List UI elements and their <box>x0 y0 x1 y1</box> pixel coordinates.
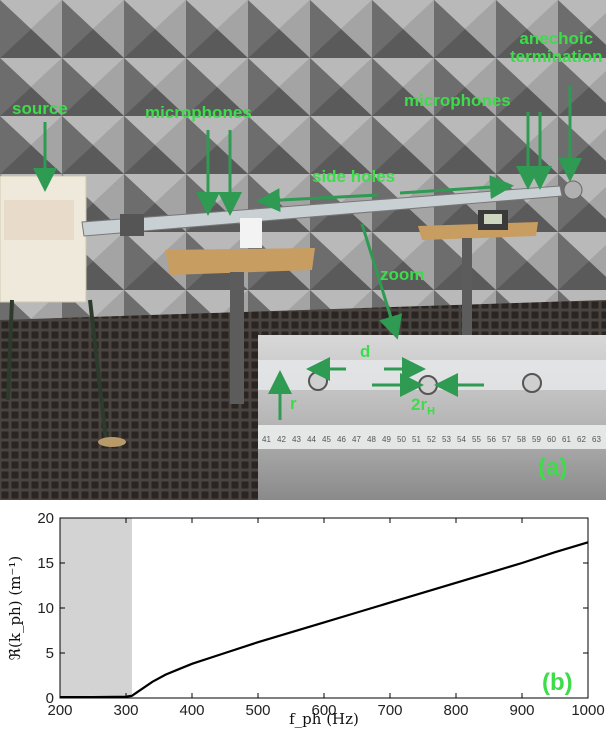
ruler-number: 43 <box>292 435 301 444</box>
label-side-holes: side holes <box>312 167 396 186</box>
ruler-number: 61 <box>562 435 571 444</box>
ruler-number: 57 <box>502 435 511 444</box>
label-zoom: zoom <box>380 265 425 284</box>
ruler-number: 55 <box>472 435 481 444</box>
label-anechoic-termination: anechoic termination <box>510 30 603 66</box>
anechoic-termination-part <box>563 180 583 200</box>
ruler-number: 45 <box>322 435 331 444</box>
ruler-number: 46 <box>337 435 346 444</box>
y-tick-label: 15 <box>37 555 54 572</box>
label-2rh-main: 2r <box>411 395 428 414</box>
ruler-number: 53 <box>442 435 451 444</box>
label-2rh: 2rH <box>411 396 435 417</box>
side-hole <box>418 375 438 395</box>
ruler-number: 47 <box>352 435 361 444</box>
label-anechoic-line2: termination <box>510 46 603 66</box>
tube <box>81 185 563 237</box>
chart-panel-b: 200 300 400 500 600 700 800 900 1000 0 5 10 15 20 ℜ(k… <box>0 500 606 729</box>
x-tick-label: 500 <box>245 702 270 719</box>
ruler-number: 42 <box>277 435 286 444</box>
ruler-number: 52 <box>427 435 436 444</box>
x-tick-label: 700 <box>377 702 402 719</box>
ruler-number: 41 <box>262 435 271 444</box>
ruler-number: 44 <box>307 435 316 444</box>
table-left-top <box>165 248 315 275</box>
x-tick-label: 300 <box>113 702 138 719</box>
x-axis-label: f_ph (Hz) <box>289 710 359 728</box>
ruler-number: 63 <box>592 435 601 444</box>
ruler-number: 58 <box>517 435 526 444</box>
y-tick-label: 5 <box>46 645 54 662</box>
anechoic-chamber-photo: 41 42 43 44 45 46 47 48 49 50 51 52 53 54 55 56 57 58 59 60… <box>0 0 606 500</box>
x-tick-label: 200 <box>47 702 72 719</box>
side-hole <box>308 371 328 391</box>
label-2rh-subscript: H <box>427 405 436 418</box>
label-anechoic-line1: anechoic <box>519 29 594 48</box>
x-tick-label: 400 <box>179 702 204 719</box>
foam-wedge-wall <box>0 0 606 340</box>
axis-ticks: 200 300 400 500 600 700 800 900 1000 0 5 10 15 20 <box>37 510 604 719</box>
x-tick-label: 1000 <box>571 702 604 719</box>
ruler-number: 49 <box>382 435 391 444</box>
label-d: d <box>360 342 371 361</box>
panel-label-a: (a) <box>538 454 568 481</box>
tube-coupler <box>120 214 144 236</box>
arrow-side-holes-left <box>256 188 379 213</box>
label-microphones-right: microphones <box>404 91 511 110</box>
dispersion-chart: 200 300 400 500 600 700 800 900 1000 0 5 10 15 20 ℜ(k… <box>6 510 605 728</box>
photo-panel-a: 41 42 43 44 45 46 47 48 49 50 51 52 53 54 55 56 57 58 59 60… <box>0 0 606 500</box>
y-tick-label: 10 <box>37 600 54 617</box>
y-axis-label: ℜ(k_ph) (m⁻¹) <box>6 556 24 660</box>
ruler-number: 59 <box>532 435 541 444</box>
y-tick-label: 0 <box>46 690 54 707</box>
ruler-number: 48 <box>367 435 376 444</box>
ruler-number: 60 <box>547 435 556 444</box>
ruler-number: 56 <box>487 435 496 444</box>
x-tick-label: 900 <box>509 702 534 719</box>
label-r: r <box>290 394 297 413</box>
shaded-band <box>60 518 132 698</box>
side-hole <box>522 373 542 393</box>
ruler-number: 62 <box>577 435 586 444</box>
ruler-numbers: 41 42 43 44 45 46 47 48 49 50 51 52 53 54 55 56 57 58 59 60… <box>262 435 601 444</box>
y-tick-label: 20 <box>37 510 54 527</box>
plot-frame <box>59 517 589 699</box>
ruler-number: 50 <box>397 435 406 444</box>
ruler-number: 51 <box>412 435 421 444</box>
x-tick-label: 600 <box>311 702 336 719</box>
label-microphones-left: microphones <box>145 103 252 122</box>
arrow-side-holes-right <box>399 175 514 200</box>
x-tick-label: 800 <box>443 702 468 719</box>
arrow-zoom <box>360 223 403 340</box>
ruler-number: 54 <box>457 435 466 444</box>
panel-label-b: (b) <box>542 669 573 696</box>
ruler <box>258 425 606 449</box>
label-source: source <box>12 99 68 118</box>
dispersion-curve <box>60 541 589 699</box>
